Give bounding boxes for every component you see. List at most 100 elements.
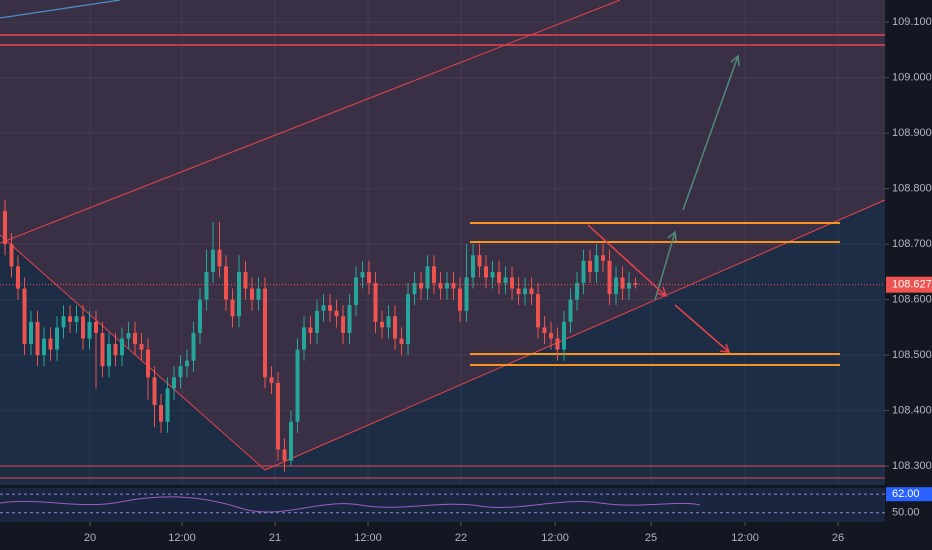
candle-body — [497, 271, 502, 284]
trend-line — [0, 0, 121, 19]
candle-body — [477, 255, 482, 267]
candle-body — [464, 277, 469, 311]
candle-body — [334, 310, 339, 317]
candle-body — [178, 366, 183, 378]
candle-body — [139, 344, 144, 350]
indicator-label-box — [886, 487, 932, 502]
candle-body — [269, 377, 274, 383]
arrow — [674, 304, 731, 353]
candle-body — [594, 255, 599, 272]
x-tick-label: 20 — [84, 532, 96, 544]
candle-body — [406, 294, 411, 345]
candle-body — [211, 249, 216, 272]
candle-body — [87, 321, 92, 339]
y-tick-label: 109.000 — [892, 72, 932, 84]
candle-body — [243, 271, 248, 289]
x-tick-label: 12:00 — [354, 532, 382, 544]
candle-body — [549, 332, 554, 339]
candle-body — [48, 338, 53, 350]
candle-body — [276, 382, 281, 450]
candle-body — [217, 249, 222, 267]
candles — [0, 199, 885, 472]
price-axis — [885, 0, 932, 550]
candle-body — [503, 277, 508, 284]
candle-body — [250, 288, 255, 300]
candle-body — [510, 277, 515, 289]
x-tick-label: 12:00 — [168, 532, 196, 544]
candle-body — [620, 277, 625, 289]
candle-body — [341, 316, 346, 333]
indicator-tick-label: 62.00 — [892, 488, 920, 500]
trend-line — [0, 0, 621, 244]
candle-body — [536, 294, 541, 328]
x-tick-label: 22 — [455, 532, 467, 544]
candle-body — [529, 288, 534, 295]
candle-body — [263, 288, 268, 378]
candle-body — [614, 277, 619, 295]
indicator-line — [0, 496, 701, 513]
candle-body — [581, 260, 586, 284]
indicator-tick-label: 50.00 — [892, 507, 920, 519]
candle-body — [393, 316, 398, 339]
axes: 109.100 109.000 108.900 108.800 108.700 108.6… — [0, 16, 932, 544]
candle-body — [445, 283, 450, 289]
candle-body — [542, 327, 547, 333]
candle-body — [367, 271, 372, 284]
candle-body — [81, 316, 86, 339]
candle-body — [601, 255, 606, 261]
x-tick-label: 25 — [645, 532, 657, 544]
candle-body — [55, 327, 60, 350]
candle-body — [386, 316, 391, 328]
candle-body — [607, 260, 612, 295]
candle-body — [74, 316, 79, 322]
candle-body — [484, 266, 489, 278]
candle-body — [204, 271, 209, 300]
candle-body — [425, 266, 430, 289]
candle-body — [172, 377, 177, 389]
candle-body — [282, 449, 287, 461]
candle-body — [438, 283, 443, 289]
candle-body — [100, 332, 105, 367]
candle-body — [302, 327, 307, 350]
candle-body — [490, 271, 495, 278]
y-tick-label: 108.900 — [892, 127, 932, 139]
candle-body — [308, 327, 313, 333]
last-price-box — [886, 276, 932, 293]
candle-body — [9, 244, 14, 267]
channel-fill — [0, 0, 885, 470]
candle-body — [354, 277, 359, 306]
candle-body — [432, 266, 437, 284]
trend-line — [264, 199, 886, 471]
candle-body — [555, 338, 560, 350]
y-tick-label: 108.500 — [892, 349, 932, 361]
x-tick-label: 26 — [832, 532, 844, 544]
candle-body — [419, 283, 424, 289]
candle-body — [295, 349, 300, 422]
candle-body — [61, 316, 66, 328]
candle-body — [126, 332, 131, 339]
candle-body — [120, 338, 125, 356]
y-tick-label: 108.300 — [892, 460, 932, 472]
candle-body — [133, 332, 138, 345]
candle-body — [16, 266, 21, 289]
candle-body — [191, 332, 196, 361]
last-price-label: 108.627 — [892, 279, 932, 291]
candle-body — [29, 321, 34, 345]
candle-body — [347, 305, 352, 333]
arrow — [587, 224, 668, 298]
drawings — [0, 0, 886, 479]
candle-body — [412, 283, 417, 295]
candle-body — [224, 266, 229, 300]
x-tick-label: 12:00 — [541, 532, 569, 544]
candle-body — [165, 388, 170, 422]
candle-body — [562, 321, 567, 350]
candle-body — [451, 283, 456, 289]
y-tick-label: 108.600 — [892, 294, 932, 306]
candle-body — [185, 360, 190, 367]
candle-body — [321, 305, 326, 311]
candle-body — [42, 338, 47, 356]
candle-body — [471, 255, 476, 278]
candle-body — [380, 321, 385, 328]
candle-body — [113, 344, 118, 356]
